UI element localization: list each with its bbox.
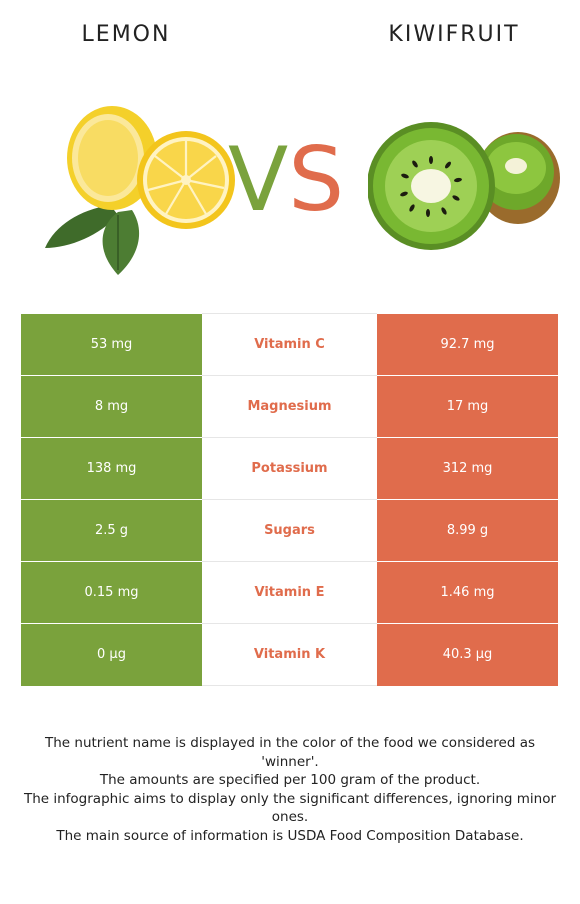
right-value-cell: 92.7 mg (377, 313, 558, 376)
table-row: 138 mg Potassium 312 mg (21, 437, 558, 500)
nutrient-comparison-table: 53 mg Vitamin C 92.7 mg 8 mg Magnesium 17 mg 1… (21, 313, 558, 686)
right-value-cell: 17 mg (377, 375, 558, 438)
footer-notes: The nutrient name is displayed in the co… (20, 734, 560, 845)
footer-note: The nutrient name is displayed in the co… (44, 735, 536, 770)
vs-s: S (288, 128, 345, 231)
nutrient-name-cell: Vitamin K (202, 623, 377, 686)
footer-note: The main source of information is USDA F… (56, 827, 524, 844)
vs-v: V (228, 128, 289, 231)
left-value-cell: 138 mg (21, 437, 202, 500)
left-value-cell: 53 mg (21, 313, 202, 376)
kiwifruit-icon (368, 122, 560, 250)
left-food-title: LEMON (81, 22, 171, 47)
right-value-cell: 40.3 µg (377, 623, 558, 686)
nutrient-name-cell: Vitamin C (202, 313, 377, 376)
table-row: 2.5 g Sugars 8.99 g (21, 499, 558, 562)
right-value-cell: 1.46 mg (377, 561, 558, 624)
comparison-header: LEMON KIWIFRUIT VS (0, 0, 580, 300)
nutrient-name-cell: Potassium (202, 437, 377, 500)
right-value-cell: 8.99 g (377, 499, 558, 562)
left-value-cell: 2.5 g (21, 499, 202, 562)
left-value-cell: 8 mg (21, 375, 202, 438)
table-row: 0 µg Vitamin K 40.3 µg (21, 623, 558, 686)
table-row: 53 mg Vitamin C 92.7 mg (21, 313, 558, 376)
nutrient-name-cell: Magnesium (202, 375, 377, 438)
vs-label: VS (228, 136, 344, 224)
nutrient-name-cell: Vitamin E (202, 561, 377, 624)
footer-note: The infographic aims to display only the… (23, 790, 557, 826)
left-value-cell: 0 µg (21, 623, 202, 686)
footer-note: The amounts are specified per 100 gram o… (99, 772, 481, 788)
right-food-title: KIWIFRUIT (388, 22, 520, 47)
nutrient-name-cell: Sugars (202, 499, 377, 562)
right-value-cell: 312 mg (377, 437, 558, 500)
table-row: 0.15 mg Vitamin E 1.46 mg (21, 561, 558, 624)
left-value-cell: 0.15 mg (21, 561, 202, 624)
table-row: 8 mg Magnesium 17 mg (21, 375, 558, 438)
lemon-icon (45, 106, 235, 275)
